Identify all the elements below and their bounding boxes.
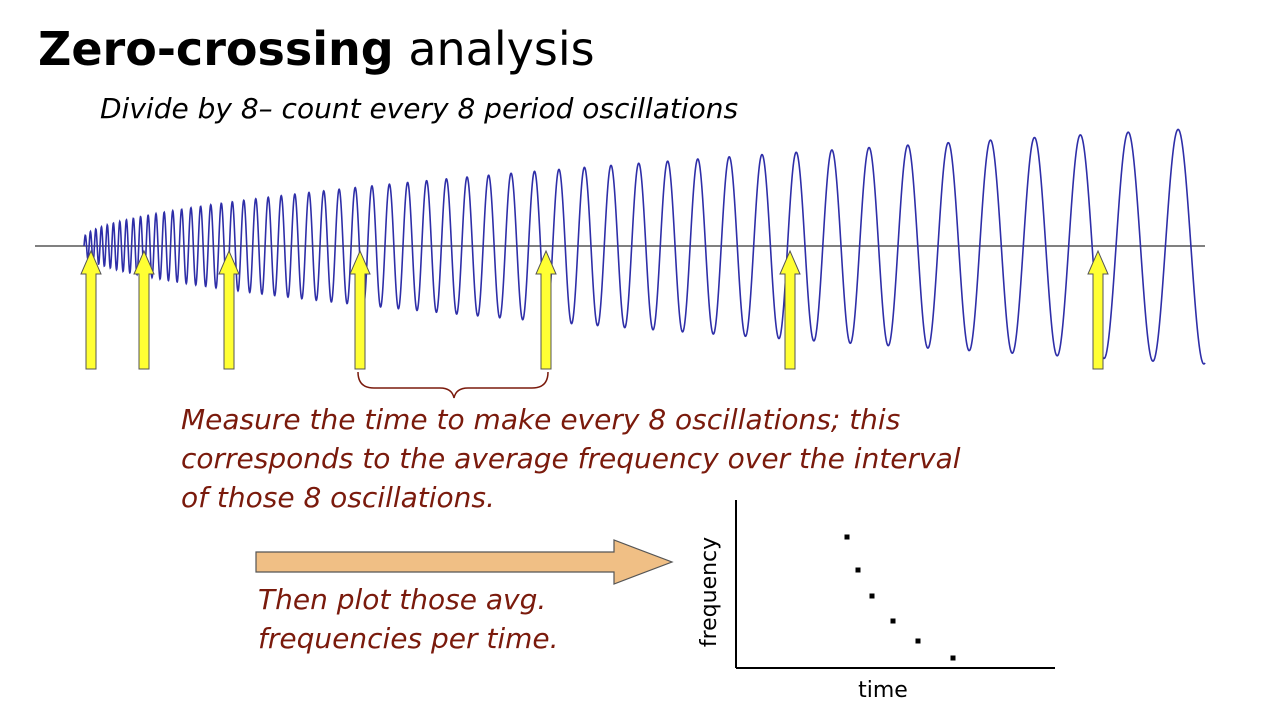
zero-crossing-arrow: [1087, 249, 1109, 370]
title-light-part: analysis: [408, 22, 595, 76]
measure-note: Measure the time to make every 8 oscilla…: [181, 400, 1101, 517]
measure-note-line: corresponds to the average frequency ove…: [181, 442, 961, 475]
zero-crossing-markers: [80, 249, 1109, 370]
plot-note: Then plot those avg. frequencies per tim…: [258, 580, 678, 658]
mini-plot-point: [950, 655, 956, 661]
slide-title: Zero-crossing analysis: [38, 22, 595, 76]
zero-crossing-arrow: [80, 249, 102, 370]
interval-brace: [357, 371, 549, 399]
measure-note-line: of those 8 oscillations.: [181, 481, 495, 514]
zero-crossing-arrow: [218, 249, 240, 370]
mini-plot-point: [855, 567, 861, 573]
title-bold-part: Zero-crossing: [38, 22, 394, 76]
zero-crossing-arrow: [535, 249, 557, 370]
mini-plot-xlabel: time: [858, 678, 908, 703]
mini-plot-ylabel: frequency: [697, 537, 722, 647]
plot-note-line: frequencies per time.: [258, 622, 559, 655]
mini-plot: time frequency: [697, 500, 1055, 703]
plot-note-line: Then plot those avg.: [258, 583, 547, 616]
mini-plot-point: [890, 618, 896, 624]
slide-subtitle: Divide by 8– count every 8 period oscill…: [100, 92, 739, 125]
mini-plot-point: [915, 638, 921, 644]
mini-plot-point: [869, 593, 875, 599]
measure-note-line: Measure the time to make every 8 oscilla…: [181, 403, 901, 436]
zero-crossing-arrow: [133, 249, 155, 370]
zero-crossing-arrow: [349, 249, 371, 370]
mini-plot-points: [844, 534, 956, 661]
chirp-waveform: [83, 128, 1206, 365]
process-arrow: [255, 539, 674, 585]
mini-plot-point: [844, 534, 850, 540]
zero-crossing-arrow: [779, 249, 801, 370]
